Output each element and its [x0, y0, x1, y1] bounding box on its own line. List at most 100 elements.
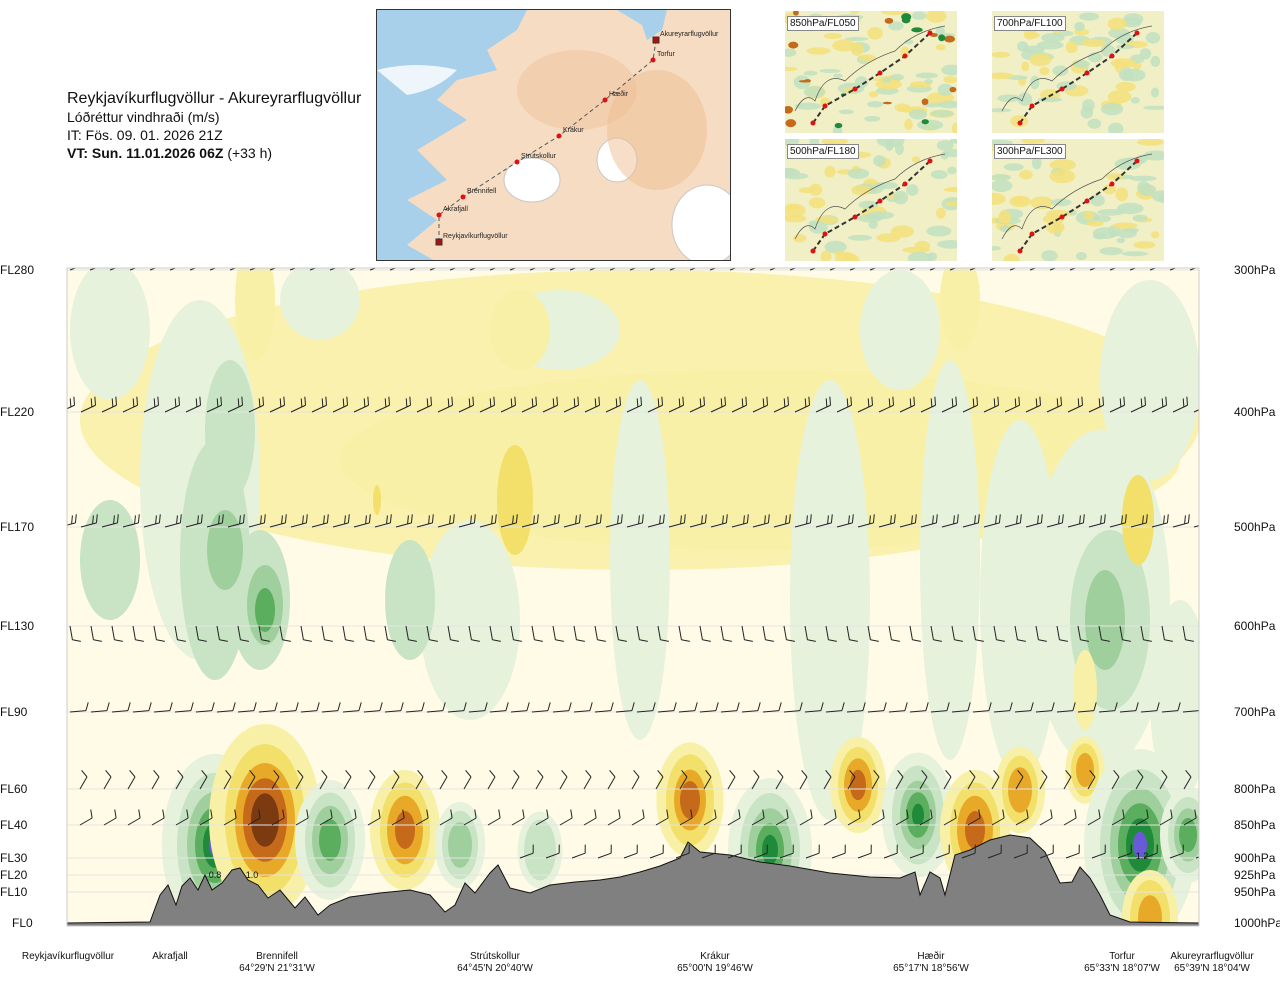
barb-flag [930, 809, 933, 819]
barb-shaft [395, 522, 412, 528]
wind-barb [1039, 844, 1054, 859]
barb-flag [157, 258, 163, 267]
wind-barb [122, 396, 138, 413]
mini-map-contour [1097, 209, 1125, 216]
barb-shaft [1098, 625, 1102, 640]
mini-map-contour [992, 72, 1015, 80]
barb-flag [544, 255, 550, 264]
barb-flag [705, 769, 712, 778]
barb-flag [282, 809, 285, 819]
wind-barb [991, 809, 1005, 826]
wind-barb [825, 702, 845, 713]
wind-barb [487, 809, 501, 826]
barb-flag [729, 769, 736, 778]
barb-shaft [804, 710, 821, 713]
wind-barb [479, 514, 497, 528]
mini-map-contour [875, 79, 903, 90]
barb-flag [384, 255, 390, 264]
barb-flag [661, 396, 663, 406]
barb-shaft [195, 710, 212, 713]
barb-flag [81, 769, 88, 778]
valid-time-lead: (+33 h) [227, 145, 273, 161]
barb-flag [757, 258, 763, 267]
barb-shaft [319, 817, 333, 826]
mini-map-contour [794, 102, 822, 110]
wind-barb [69, 625, 81, 642]
barb-flag [1204, 255, 1210, 264]
barb-flag [785, 515, 787, 524]
mini-map-contour [1082, 99, 1095, 112]
barb-shaft [500, 522, 517, 528]
wind-barb [1039, 769, 1048, 790]
barb-shaft [69, 625, 73, 640]
location-coord: 65°39'N 18°04'W [1174, 963, 1250, 974]
barb-shaft [416, 404, 432, 413]
location-name: Brennifell [256, 951, 298, 962]
barb-flag [260, 515, 262, 524]
barb-flag [870, 639, 879, 642]
wind-barb [752, 396, 768, 413]
wind-barb [384, 625, 396, 642]
barb-flag [620, 514, 623, 523]
barb-flag [940, 257, 946, 266]
mini-map-cell [834, 122, 843, 129]
barb-flag [442, 702, 446, 711]
wind-barb [689, 396, 705, 413]
wind-barb [607, 769, 616, 790]
waypoint-label: Krákur [563, 127, 584, 134]
barb-shaft [1046, 522, 1063, 528]
wind-barb [69, 268, 88, 271]
mini-map-300-graphic [992, 139, 1164, 261]
barb-flag [520, 257, 526, 266]
barb-flag [925, 702, 929, 711]
barb-shaft [647, 522, 664, 528]
wind-barb [989, 268, 1008, 271]
wind-barb [489, 702, 509, 713]
plot-area [67, 255, 1210, 926]
mini-map-contour [1065, 41, 1078, 54]
barb-shaft [678, 710, 695, 713]
mini-map-waypoint [1029, 103, 1035, 109]
barb-flag [402, 809, 405, 819]
mini-map-contour [1003, 163, 1024, 171]
wind-barb [500, 514, 518, 528]
title-block: Reykjavíkurflugvöllur - Akureyrarflugvöl… [67, 90, 361, 162]
mini-map-contour [1114, 158, 1142, 171]
barb-flag [387, 639, 396, 642]
mini-map-coast [1001, 25, 1153, 112]
barb-flag [636, 844, 638, 854]
barb-flag [464, 255, 470, 264]
waypoint-label: Akrafjall [443, 206, 468, 213]
barb-flag [365, 515, 367, 524]
barb-flag [240, 257, 246, 266]
barb-flag [160, 257, 166, 266]
barb-shaft [930, 710, 947, 713]
wind-barb [395, 396, 411, 413]
barb-shaft [343, 817, 357, 826]
barb-flag [1119, 398, 1122, 407]
barb-shaft [1014, 710, 1031, 713]
barb-shaft [594, 625, 598, 640]
barb-flag [920, 257, 926, 266]
fl-label: FL220 [0, 405, 35, 419]
wind-barb [199, 809, 213, 826]
wind-barb [531, 625, 543, 642]
barb-flag [497, 258, 503, 267]
barb-shaft [775, 776, 784, 790]
barb-flag [858, 809, 861, 819]
wind-barb [847, 769, 856, 790]
mini-map-contour [844, 36, 869, 42]
wind-barb [468, 625, 480, 642]
field-contour [610, 380, 670, 740]
barb-flag [295, 702, 299, 711]
barb-shaft [185, 522, 202, 528]
barb-flag [346, 396, 348, 406]
barb-flag [303, 639, 312, 642]
barb-shaft [703, 817, 717, 826]
barb-flag [946, 702, 950, 711]
wind-barb [727, 844, 742, 859]
wind-barb [647, 396, 663, 413]
location-name: Hæðir [917, 951, 945, 962]
barb-flag [639, 639, 648, 642]
wind-barb [249, 268, 268, 271]
